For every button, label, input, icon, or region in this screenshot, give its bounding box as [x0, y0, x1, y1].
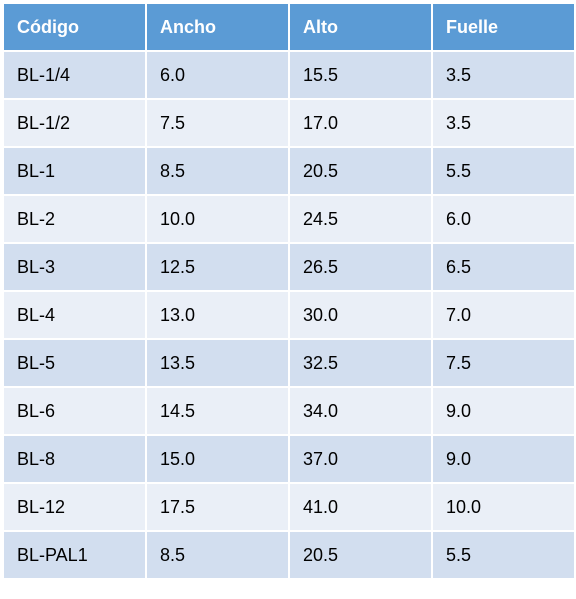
cell-codigo: BL-1: [2, 146, 147, 196]
size-table: Código Ancho Alto Fuelle BL-1/4 6.0 15.5…: [2, 2, 576, 580]
size-table-container: Código Ancho Alto Fuelle BL-1/4 6.0 15.5…: [2, 2, 576, 580]
cell-fuelle: 6.5: [431, 242, 576, 292]
table-row: BL-5 13.5 32.5 7.5: [2, 338, 576, 388]
cell-alto: 34.0: [288, 386, 433, 436]
cell-alto: 26.5: [288, 242, 433, 292]
cell-codigo: BL-1/4: [2, 50, 147, 100]
cell-ancho: 6.0: [145, 50, 290, 100]
cell-ancho: 13.0: [145, 290, 290, 340]
cell-fuelle: 9.0: [431, 434, 576, 484]
cell-alto: 24.5: [288, 194, 433, 244]
cell-codigo: BL-1/2: [2, 98, 147, 148]
cell-fuelle: 3.5: [431, 98, 576, 148]
table-row: BL-8 15.0 37.0 9.0: [2, 434, 576, 484]
cell-codigo: BL-12: [2, 482, 147, 532]
table-row: BL-12 17.5 41.0 10.0: [2, 482, 576, 532]
header-row: Código Ancho Alto Fuelle: [2, 2, 576, 52]
table-row: BL-2 10.0 24.5 6.0: [2, 194, 576, 244]
cell-ancho: 10.0: [145, 194, 290, 244]
cell-ancho: 8.5: [145, 146, 290, 196]
header-alto: Alto: [288, 2, 433, 52]
cell-codigo: BL-2: [2, 194, 147, 244]
table-row: BL-1 8.5 20.5 5.5: [2, 146, 576, 196]
cell-fuelle: 10.0: [431, 482, 576, 532]
table-body: BL-1/4 6.0 15.5 3.5 BL-1/2 7.5 17.0 3.5 …: [2, 50, 576, 580]
cell-ancho: 14.5: [145, 386, 290, 436]
header-codigo: Código: [2, 2, 147, 52]
cell-ancho: 15.0: [145, 434, 290, 484]
cell-ancho: 17.5: [145, 482, 290, 532]
cell-ancho: 8.5: [145, 530, 290, 580]
cell-fuelle: 6.0: [431, 194, 576, 244]
table-row: BL-1/4 6.0 15.5 3.5: [2, 50, 576, 100]
cell-fuelle: 5.5: [431, 146, 576, 196]
table-row: BL-3 12.5 26.5 6.5: [2, 242, 576, 292]
cell-fuelle: 9.0: [431, 386, 576, 436]
cell-codigo: BL-5: [2, 338, 147, 388]
cell-codigo: BL-6: [2, 386, 147, 436]
table-row: BL-6 14.5 34.0 9.0: [2, 386, 576, 436]
cell-alto: 20.5: [288, 146, 433, 196]
cell-alto: 41.0: [288, 482, 433, 532]
table-row: BL-4 13.0 30.0 7.0: [2, 290, 576, 340]
cell-codigo: BL-8: [2, 434, 147, 484]
cell-codigo: BL-3: [2, 242, 147, 292]
cell-alto: 15.5: [288, 50, 433, 100]
cell-fuelle: 7.5: [431, 338, 576, 388]
cell-codigo: BL-4: [2, 290, 147, 340]
cell-ancho: 12.5: [145, 242, 290, 292]
cell-ancho: 7.5: [145, 98, 290, 148]
cell-alto: 32.5: [288, 338, 433, 388]
cell-alto: 30.0: [288, 290, 433, 340]
cell-fuelle: 7.0: [431, 290, 576, 340]
cell-alto: 37.0: [288, 434, 433, 484]
cell-alto: 20.5: [288, 530, 433, 580]
cell-ancho: 13.5: [145, 338, 290, 388]
cell-alto: 17.0: [288, 98, 433, 148]
header-fuelle: Fuelle: [431, 2, 576, 52]
header-ancho: Ancho: [145, 2, 290, 52]
table-header: Código Ancho Alto Fuelle: [2, 2, 576, 52]
cell-fuelle: 3.5: [431, 50, 576, 100]
table-row: BL-PAL1 8.5 20.5 5.5: [2, 530, 576, 580]
table-row: BL-1/2 7.5 17.0 3.5: [2, 98, 576, 148]
cell-codigo: BL-PAL1: [2, 530, 147, 580]
cell-fuelle: 5.5: [431, 530, 576, 580]
